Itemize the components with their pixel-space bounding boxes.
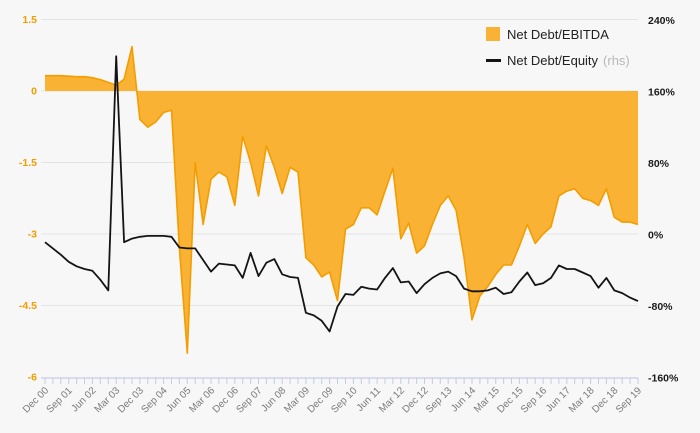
x-axis-label: Sep 07 — [234, 385, 264, 415]
legend-label-rhs: (rhs) — [603, 52, 630, 68]
x-axis-label: Sep 04 — [140, 385, 170, 415]
legend-label: Net Debt/EBITDA — [507, 26, 609, 42]
legend-swatch-line-icon — [486, 58, 501, 62]
y-axis-right-label: 160% — [648, 87, 676, 99]
y-axis-left-label: -4.5 — [19, 300, 37, 312]
y-axis-right-label: 0% — [648, 230, 664, 242]
x-axis-label: Sep 10 — [329, 385, 359, 415]
y-axis-right-label: -80% — [648, 301, 673, 313]
y-axis-left-label: -3 — [28, 229, 37, 241]
x-axis-label: Sep 19 — [614, 385, 644, 415]
y-axis-left-label: -6 — [28, 372, 37, 384]
legend: Net Debt/EBITDA Net Debt/Equity (rhs) — [486, 21, 630, 73]
area-net-debt-ebitda — [45, 46, 638, 354]
legend-item-net-debt-equity: Net Debt/Equity (rhs) — [486, 47, 630, 73]
y-axis-right-label: 240% — [648, 15, 676, 27]
x-axis-label: Sep 13 — [424, 385, 454, 415]
legend-item-net-debt-ebitda: Net Debt/EBITDA — [486, 21, 630, 47]
x-axis-label: Sep 16 — [519, 385, 549, 415]
y-axis-left-label: 0 — [31, 86, 37, 98]
legend-swatch-area-icon — [486, 27, 500, 41]
y-axis-left-label: -1.5 — [19, 157, 37, 169]
y-axis-right-label: 80% — [648, 158, 670, 170]
line-net-debt-equity — [44, 55, 639, 333]
y-axis-left-label: 1.5 — [22, 14, 37, 26]
x-axis-label: Sep 01 — [45, 385, 75, 415]
area-edge — [45, 45, 639, 355]
legend-label: Net Debt/Equity — [507, 52, 599, 68]
y-axis-right-label: -160% — [648, 373, 679, 385]
